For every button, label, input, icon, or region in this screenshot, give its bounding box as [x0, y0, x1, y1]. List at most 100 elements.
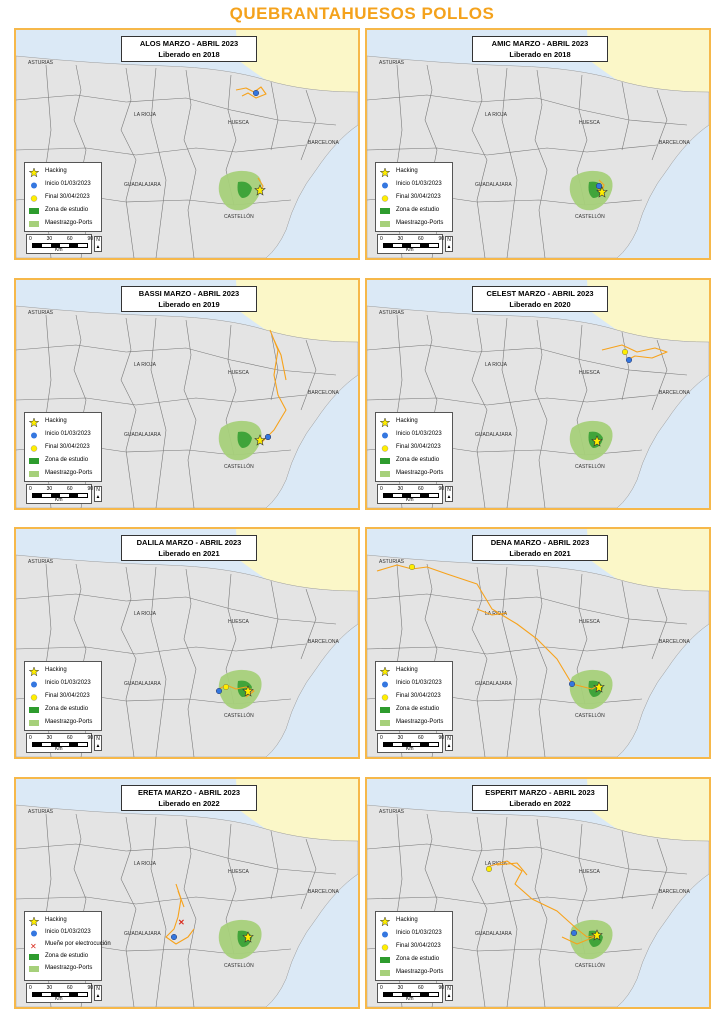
- label-barcelona: BARCELONA: [308, 390, 340, 396]
- label-barcelona: BARCELONA: [659, 889, 691, 895]
- label-la-rioja: LA RIOJA: [485, 362, 508, 368]
- inicio-dot-icon: [29, 181, 39, 189]
- legend-item: Zona de estudio: [29, 456, 103, 466]
- final-point: [485, 865, 492, 872]
- legend-label: Final 30/04/2023: [45, 693, 90, 699]
- legend-item: Final 30/04/2023: [29, 443, 103, 453]
- label-asturias: ASTURIAS: [379, 559, 405, 565]
- maestrazgo-swatch: [380, 969, 390, 977]
- legend-label: Hacking: [396, 917, 418, 923]
- legend-label: Inicio 01/03/2023: [45, 431, 91, 437]
- scale-tick: 90: [438, 236, 444, 242]
- label-huesca: HUESCA: [228, 619, 250, 625]
- legend-label: Hacking: [45, 168, 67, 174]
- label-huesca: HUESCA: [228, 120, 250, 126]
- hacking-star-icon: [28, 666, 40, 677]
- scale-tick: 0: [380, 236, 383, 242]
- gps-track: [601, 344, 668, 361]
- map-panel: ASTURIAS LA RIOJA HUESCA BARCELONA GUADA…: [365, 527, 711, 759]
- legend-item: Zona de estudio: [380, 456, 454, 466]
- label-castellon: CASTELLÓN: [224, 962, 254, 969]
- label-castellon: CASTELLÓN: [224, 213, 254, 220]
- legend-item: Hacking: [379, 417, 454, 428]
- legend-item: Zona de estudio: [380, 206, 454, 216]
- legend-item: Maestrazgo-Ports: [29, 469, 103, 479]
- legend-item: Zona de estudio: [380, 705, 454, 715]
- scale-tick: 0: [380, 985, 383, 991]
- legend-label: Maestrazgo-Ports: [396, 969, 444, 975]
- map-panel: ASTURIAS LA RIOJA HUESCA BARCELONA GUADA…: [365, 28, 711, 260]
- label-huesca: HUESCA: [228, 869, 250, 875]
- relief-map: ASTURIAS LA RIOJA HUESCA BARCELONA GUADA…: [367, 779, 709, 1007]
- label-guadalajara: GUADALAJARA: [124, 681, 161, 687]
- panel-title: CELEST MARZO - ABRIL 2023: [486, 289, 594, 298]
- electrocution-cross-icon: ✕: [178, 918, 185, 927]
- legend-label: Hacking: [45, 667, 67, 673]
- legend-label: Zona de estudio: [396, 956, 440, 962]
- scale-bar: 0 30 60 90 Km: [26, 484, 93, 504]
- inicio-point: [215, 687, 222, 694]
- map-panel: ASTURIAS LA RIOJA HUESCA BARCELONA GUADA…: [365, 777, 711, 1009]
- label-guadalajara: GUADALAJARA: [475, 432, 512, 438]
- final-dot-icon: [29, 194, 39, 202]
- hacking-star-icon: [254, 434, 266, 446]
- legend-item: Hacking: [379, 167, 454, 178]
- scale-bar-graphic: [32, 992, 88, 997]
- label-asturias: ASTURIAS: [28, 60, 54, 66]
- study-zone-area: [237, 181, 252, 198]
- scale-unit: Km: [55, 746, 63, 752]
- panel-header: DENA MARZO - ABRIL 2023 Liberado en 2021: [472, 535, 608, 561]
- legend-item: Inicio 01/03/2023: [380, 180, 454, 190]
- panel-subtitle: Liberado en 2018: [509, 50, 571, 59]
- maestrazgo-swatch: [29, 220, 39, 228]
- hacking-star-icon: [28, 417, 40, 428]
- label-castellon: CASTELLÓN: [224, 712, 254, 719]
- legend-item: Maestrazgo-Ports: [29, 964, 103, 974]
- panel-subtitle: Liberado en 2021: [509, 549, 571, 558]
- inicio-dot-icon: [380, 930, 390, 938]
- label-huesca: HUESCA: [579, 869, 601, 875]
- france-area: [587, 779, 709, 842]
- final-dot-icon: [29, 444, 39, 452]
- label-guadalajara: GUADALAJARA: [475, 182, 512, 188]
- legend-item: Zona de estudio: [29, 952, 103, 962]
- label-barcelona: BARCELONA: [659, 140, 691, 146]
- label-barcelona: BARCELONA: [308, 639, 340, 645]
- inicio-point: [252, 90, 259, 97]
- final-dot-icon: [380, 693, 390, 701]
- map-legend: Hacking Inicio 01/03/2023 Final 30/04/20…: [24, 162, 102, 232]
- panel-title: ALOS MARZO - ABRIL 2023: [139, 39, 239, 48]
- panel-subtitle: Liberado en 2018: [158, 50, 220, 59]
- legend-label: Inicio 01/03/2023: [45, 929, 91, 935]
- legend-item: Hacking: [379, 916, 454, 927]
- final-dot-icon: [380, 943, 390, 951]
- scale-tick: 0: [380, 486, 383, 492]
- legend-item: Zona de estudio: [380, 955, 454, 965]
- north-arrow-icon: N ▲: [445, 985, 453, 1001]
- legend-label: Final 30/04/2023: [45, 444, 90, 450]
- scale-unit: Km: [406, 497, 414, 503]
- legend-label: Maestrazgo-Ports: [396, 470, 444, 476]
- panel-header: BASSI MARZO - ABRIL 2023 Liberado en 201…: [121, 286, 257, 312]
- scale-tick: 90: [87, 486, 93, 492]
- legend-label: Final 30/04/2023: [396, 194, 441, 200]
- province-borders: [16, 64, 337, 258]
- scale-tick: 30: [46, 735, 53, 741]
- maestrazgo-swatch: [380, 470, 390, 478]
- panel-title: DENA MARZO - ABRIL 2023: [490, 538, 590, 547]
- hacking-star-icon: [379, 167, 391, 178]
- legend-item: Inicio 01/03/2023: [29, 180, 103, 190]
- legend-label: Hacking: [396, 168, 418, 174]
- hacking-star-icon: [591, 435, 603, 447]
- north-arrow-icon: N ▲: [94, 236, 102, 252]
- legend-item: Inicio 01/03/2023: [29, 430, 103, 440]
- legend-item: Final 30/04/2023: [29, 692, 103, 702]
- scale-bar-graphic: [32, 742, 88, 747]
- scale-unit: Km: [406, 996, 414, 1002]
- legend-item: Zona de estudio: [29, 206, 103, 216]
- scale-bar-graphic: [383, 742, 439, 747]
- label-guadalajara: GUADALAJARA: [475, 681, 512, 687]
- scale-bar-graphic: [383, 992, 439, 997]
- legend-item: Final 30/04/2023: [380, 193, 454, 203]
- electrocution-cross-icon: ✕: [29, 941, 39, 951]
